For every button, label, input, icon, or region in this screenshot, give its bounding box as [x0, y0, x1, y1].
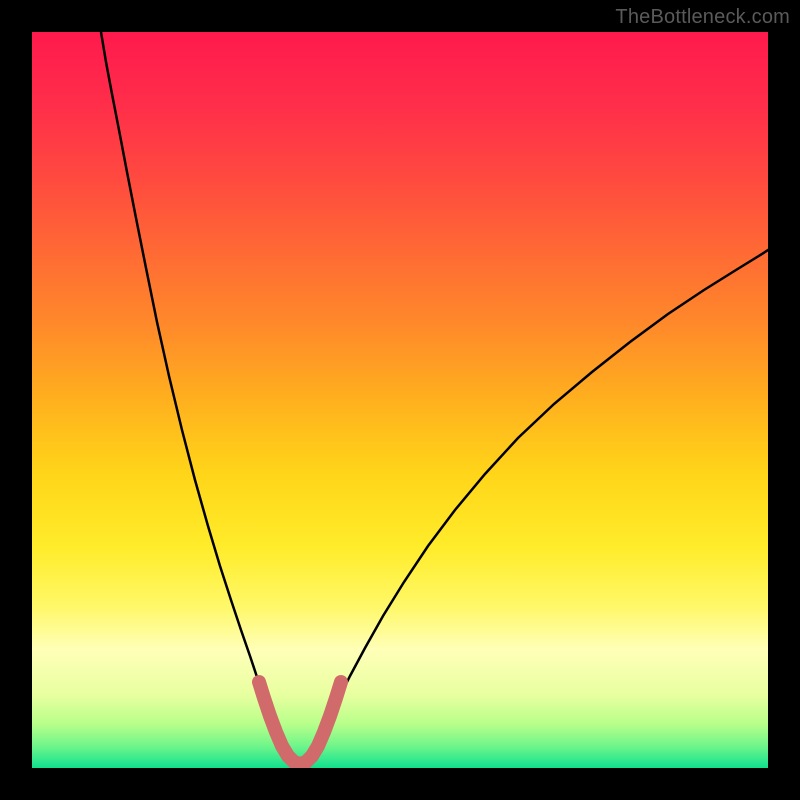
chart-svg: [32, 32, 768, 768]
chart-plot-area: [32, 32, 768, 768]
watermark-text: TheBottleneck.com: [615, 6, 790, 29]
gradient-background: [32, 32, 768, 768]
